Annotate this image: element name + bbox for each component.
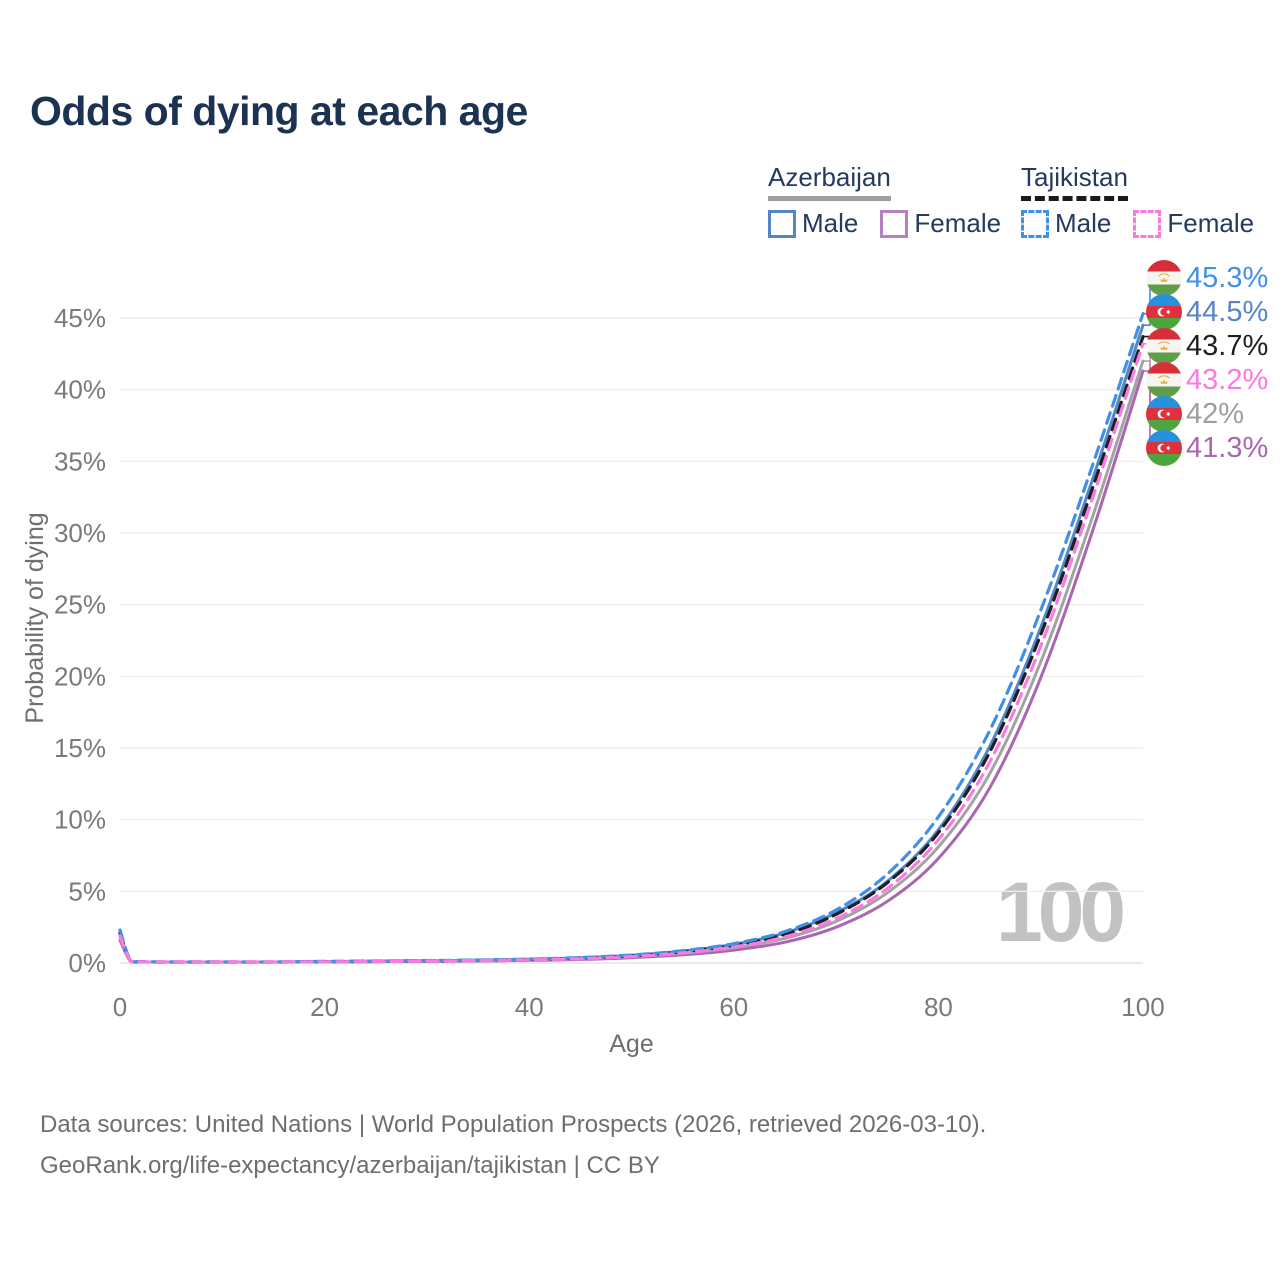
legend-underline-azerbaijan bbox=[768, 196, 891, 201]
legend-item-label: Female bbox=[914, 208, 1002, 238]
y-tick-label: 10% bbox=[54, 805, 106, 835]
y-tick-label: 5% bbox=[68, 876, 106, 906]
legend-country-azerbaijan: Azerbaijan bbox=[768, 162, 891, 201]
y-tick-label: 25% bbox=[54, 590, 106, 620]
series-line-tj_female[interactable] bbox=[118, 342, 1145, 964]
end-label-connector bbox=[1144, 277, 1155, 315]
legend-items-tajikistan: Male Female bbox=[1021, 208, 1261, 239]
swatch-azerbaijan-female-icon bbox=[880, 209, 909, 238]
swatch-tajikistan-male-icon bbox=[1021, 209, 1049, 238]
x-tick-label: 80 bbox=[924, 992, 953, 1022]
legend-group-azerbaijan: Azerbaijan Male Female bbox=[768, 162, 1008, 239]
x-tick-label: 60 bbox=[719, 992, 748, 1022]
x-axis-title: Age bbox=[609, 1030, 653, 1058]
x-tick-label: 40 bbox=[515, 992, 544, 1022]
x-tick-label: 20 bbox=[310, 992, 339, 1022]
legend-item-label: Female bbox=[1167, 208, 1255, 238]
legend-country-label: Azerbaijan bbox=[768, 162, 891, 192]
x-tick-label: 0 bbox=[113, 992, 127, 1022]
legend-item-azerbaijan-female[interactable]: Female bbox=[880, 208, 1001, 239]
chart-plot: 0% 5% 10% 15% 20% 25% 30% 35% 40% 45% 0 20 40 60 80 100… bbox=[21, 277, 1165, 1058]
legend-item-tajikistan-male[interactable]: Male bbox=[1021, 208, 1111, 239]
series-line-tj_total[interactable] bbox=[118, 335, 1145, 964]
footer: Data sources: United Nations | World Pop… bbox=[40, 1104, 986, 1187]
hovered-age-watermark: 100 bbox=[996, 865, 1126, 959]
y-tick-label: 30% bbox=[54, 518, 106, 548]
y-tick-label: 20% bbox=[54, 661, 106, 691]
legend-group-tajikistan: Tajikistan Male Female bbox=[1021, 162, 1261, 239]
legend-country-label: Tajikistan bbox=[1021, 162, 1128, 192]
y-tick-label: 0% bbox=[68, 948, 106, 978]
gridlines: 0% 5% 10% 15% 20% 25% 30% 35% 40% 45% bbox=[54, 303, 1143, 978]
legend-items-azerbaijan: Male Female bbox=[768, 208, 1008, 239]
swatch-azerbaijan-male-icon bbox=[768, 209, 796, 238]
legend-item-label: Male bbox=[802, 208, 859, 238]
series-line-tj_male[interactable] bbox=[118, 312, 1145, 964]
series-line-az_male[interactable] bbox=[118, 323, 1145, 964]
legend-item-azerbaijan-male[interactable]: Male bbox=[768, 208, 858, 239]
legend-country-tajikistan: Tajikistan bbox=[1021, 162, 1128, 201]
y-tick-label: 45% bbox=[54, 303, 106, 333]
swatch-tajikistan-female-icon bbox=[1133, 209, 1162, 238]
end-label-connector bbox=[1144, 370, 1155, 449]
legend-item-tajikistan-female[interactable]: Female bbox=[1133, 208, 1254, 239]
series-line-az_total[interactable] bbox=[118, 359, 1145, 964]
footer-source-line: Data sources: United Nations | World Pop… bbox=[40, 1111, 987, 1138]
y-tick-label: 15% bbox=[54, 733, 106, 763]
legend-underline-tajikistan bbox=[1021, 196, 1128, 201]
y-tick-label: 35% bbox=[54, 446, 106, 476]
x-tick-label: 100 bbox=[1121, 992, 1164, 1022]
chart-title: Odds of dying at each age bbox=[30, 88, 528, 134]
footer-license-line: GeoRank.org/life-expectancy/azerbaijan/t… bbox=[40, 1152, 660, 1180]
legend-item-label: Male bbox=[1055, 208, 1112, 238]
series-line-az_female[interactable] bbox=[118, 369, 1145, 964]
y-tick-label: 40% bbox=[54, 375, 106, 405]
y-axis-title: Probability of dying bbox=[21, 512, 49, 723]
